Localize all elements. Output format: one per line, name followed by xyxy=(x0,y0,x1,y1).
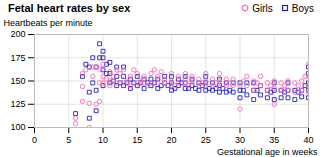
html-text:Boys: Boys xyxy=(291,2,314,14)
svg-text:200: 200 xyxy=(10,29,25,39)
svg-text:150: 150 xyxy=(10,76,25,86)
html-text:Fetal heart rates by sex: Fetal heart rates by sex xyxy=(8,2,131,14)
svg-text:Gestational age in weeks: Gestational age in weeks xyxy=(217,147,318,157)
svg-text:20: 20 xyxy=(166,135,176,145)
svg-text:125: 125 xyxy=(10,99,25,109)
svg-text:35: 35 xyxy=(269,135,279,145)
svg-text:0: 0 xyxy=(32,135,37,145)
svg-text:100: 100 xyxy=(10,122,25,132)
svg-text:40: 40 xyxy=(303,135,313,145)
svg-text:175: 175 xyxy=(10,53,25,63)
svg-text:30: 30 xyxy=(235,135,245,145)
html-text:Girls: Girls xyxy=(252,2,273,14)
svg-text:25: 25 xyxy=(201,135,211,145)
svg-text:5: 5 xyxy=(66,135,71,145)
svg-text:10: 10 xyxy=(98,135,108,145)
svg-text:15: 15 xyxy=(132,135,142,145)
svg-text:Heartbeats per minute: Heartbeats per minute xyxy=(4,18,93,28)
